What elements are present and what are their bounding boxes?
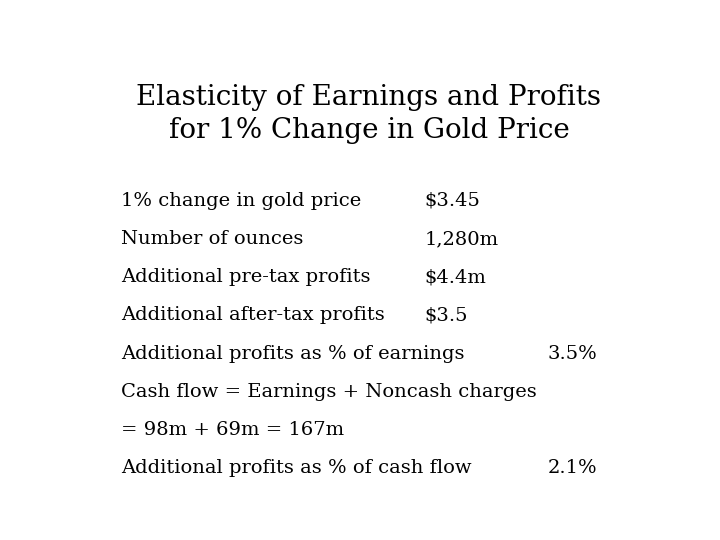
- Text: Number of ounces: Number of ounces: [121, 230, 303, 248]
- Text: 2.1%: 2.1%: [547, 460, 597, 477]
- Text: Additional pre-tax profits: Additional pre-tax profits: [121, 268, 370, 286]
- Text: $4.4m: $4.4m: [425, 268, 487, 286]
- Text: Additional profits as % of cash flow: Additional profits as % of cash flow: [121, 460, 472, 477]
- Text: $3.45: $3.45: [425, 192, 481, 210]
- Text: = 98m + 69m = 167m: = 98m + 69m = 167m: [121, 421, 344, 439]
- Text: Cash flow = Earnings + Noncash charges: Cash flow = Earnings + Noncash charges: [121, 383, 536, 401]
- Text: Additional after-tax profits: Additional after-tax profits: [121, 306, 384, 325]
- Text: Additional profits as % of earnings: Additional profits as % of earnings: [121, 345, 464, 363]
- Text: 3.5%: 3.5%: [547, 345, 598, 363]
- Text: $3.5: $3.5: [425, 306, 468, 325]
- Text: 1% change in gold price: 1% change in gold price: [121, 192, 361, 210]
- Text: Elasticity of Earnings and Profits
for 1% Change in Gold Price: Elasticity of Earnings and Profits for 1…: [137, 84, 601, 144]
- Text: 1,280m: 1,280m: [425, 230, 499, 248]
